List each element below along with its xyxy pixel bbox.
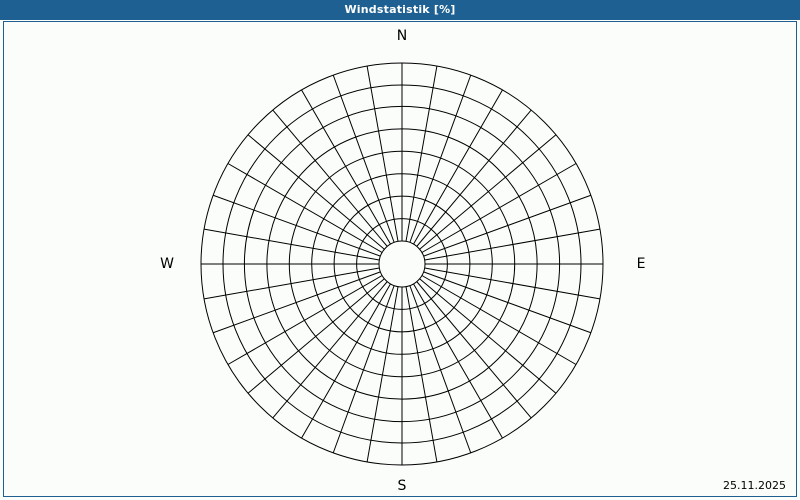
polar-spoke-220 [272,281,388,419]
polar-spoke-70 [423,194,592,257]
polar-spoke-230 [247,278,385,394]
polar-spoke-130 [419,278,557,394]
polar-spoke-140 [416,281,532,419]
polar-grid-spokes [201,63,603,465]
polar-spoke-60 [421,163,577,253]
polar-spoke-30 [413,89,503,245]
polar-spoke-10 [405,65,438,242]
axis-label-north: N [397,28,407,44]
polar-spoke-170 [405,286,438,463]
polar-spoke-210 [301,283,391,439]
polar-spoke-100 [424,267,601,300]
date-stamp: 25.11.2025 [723,479,786,492]
polar-spoke-350 [366,65,399,242]
polar-spoke-300 [227,163,383,253]
polar-spoke-280 [203,228,380,261]
page-title: Windstatistik [%] [344,3,456,16]
polar-spoke-320 [272,109,388,247]
polar-spoke-160 [409,285,472,454]
polar-spoke-330 [301,89,391,245]
polar-spoke-110 [423,271,592,334]
polar-spoke-40 [416,109,532,247]
polar-spoke-80 [424,228,601,261]
polar-spoke-50 [419,134,557,250]
polar-spoke-340 [332,74,395,243]
polar-spoke-310 [247,134,385,250]
polar-spoke-150 [413,283,503,439]
polar-spoke-200 [332,285,395,454]
polar-spoke-190 [366,286,399,463]
polar-spoke-240 [227,275,383,365]
polar-spoke-290 [212,194,381,257]
window-title-bar: Windstatistik [%] [0,0,800,20]
polar-center-hole [378,240,426,288]
polar-spoke-250 [212,271,381,334]
axis-label-east: E [637,256,646,272]
polar-spoke-260 [203,267,380,300]
axis-label-south: S [398,478,407,494]
plot-frame: N E S W 25.11.2025 [3,21,797,497]
wind-rose-chart: N E S W [160,28,646,494]
polar-spoke-20 [409,74,472,243]
polar-spoke-120 [421,275,577,365]
axis-label-west: W [160,256,174,272]
